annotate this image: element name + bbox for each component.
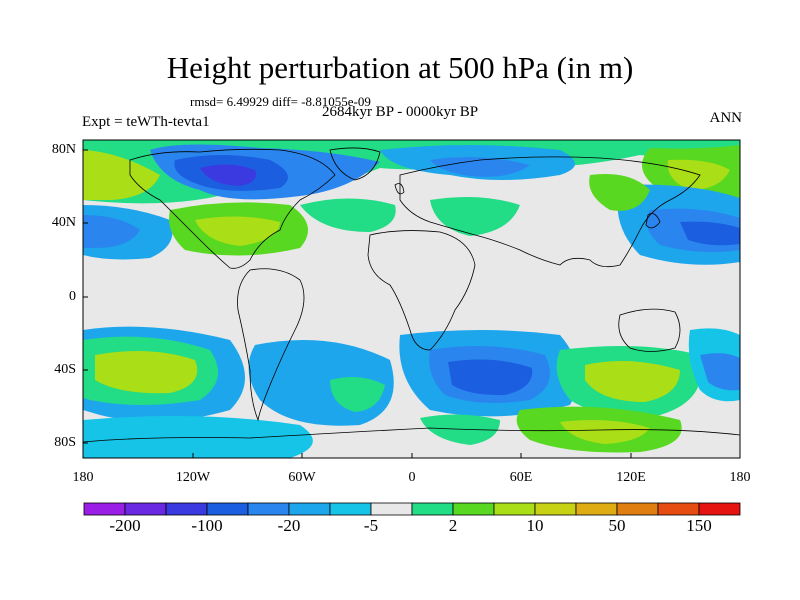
antarctica-outline — [83, 427, 740, 443]
lon-label-60w: 60W — [288, 470, 316, 485]
field-patch — [430, 196, 520, 236]
field-patch — [83, 416, 313, 458]
lat-label-40s: 40S — [54, 362, 76, 377]
field-patch — [585, 361, 680, 402]
field-patch — [300, 198, 396, 232]
colorbar-label: 10 — [526, 516, 544, 535]
australia-outline — [618, 308, 681, 352]
field-patch — [700, 353, 740, 391]
lon-label-180w: 180 — [72, 470, 94, 485]
colorbar-box — [534, 502, 577, 516]
colorbar-box — [411, 502, 454, 516]
colorbar-box — [247, 502, 290, 516]
british-isles-outline — [394, 183, 405, 195]
lon-label-0: 0 — [408, 470, 416, 485]
colorbar-label: -100 — [191, 516, 223, 535]
field-patch — [589, 174, 650, 211]
lon-label-120e: 120E — [616, 470, 646, 485]
colorbar-box — [616, 502, 659, 516]
season-label: ANN — [709, 110, 743, 126]
greenland-outline — [329, 147, 381, 181]
colorbar-box — [288, 502, 331, 516]
experiment-label: Expt = teWTh-tevta1 — [82, 114, 210, 130]
continent-outlines — [83, 147, 740, 443]
colorbar-box — [575, 502, 618, 516]
field-patch — [420, 414, 500, 445]
field-patch — [448, 359, 533, 396]
field-patch — [680, 221, 740, 246]
north-america-outline — [129, 148, 336, 269]
colorbar-box — [370, 502, 413, 516]
japan-outline — [645, 213, 661, 229]
colorbar-label: -5 — [363, 516, 379, 535]
colorbar-box — [206, 502, 249, 516]
colorbar-box — [493, 502, 536, 516]
colorbar-box — [83, 502, 126, 516]
colorbar-label: -200 — [109, 516, 141, 535]
field-patch — [83, 215, 140, 248]
colorbar-box — [329, 502, 372, 516]
lat-label-80n: 80N — [51, 142, 76, 157]
colorbar-label: 2 — [448, 516, 458, 535]
time-period: 2684kyr BP - 0000kyr BP — [321, 104, 479, 120]
lon-label-60e: 60E — [509, 470, 533, 485]
eurasia-outline — [399, 156, 701, 268]
colorbar-box — [698, 502, 741, 516]
lon-label-180e: 180 — [729, 470, 751, 485]
colorbar-label: -20 — [277, 516, 301, 535]
lat-label-0: 0 — [69, 289, 76, 304]
colorbar-box — [124, 502, 167, 516]
field-patch — [200, 164, 256, 186]
field-patch — [195, 216, 280, 246]
africa-outline — [367, 230, 476, 351]
field-patch — [560, 420, 650, 444]
rmsd-stats: rmsd= 6.49929 diff= -8.81055e-09 — [190, 94, 371, 109]
field-patch — [95, 351, 198, 394]
plot-title: Height perturbation at 500 hPa (in m) — [166, 50, 634, 85]
colorbar-label: 150 — [686, 516, 712, 535]
colorbar-box — [657, 502, 700, 516]
colorbar-box — [165, 502, 208, 516]
lat-label-80s: 80S — [54, 435, 76, 450]
axis-ticks — [82, 149, 741, 458]
colorbar-label: 50 — [608, 516, 626, 535]
lat-label-40n: 40N — [51, 215, 76, 230]
field-patch — [430, 156, 530, 177]
south-america-outline — [237, 268, 305, 422]
colorbar-box — [452, 502, 495, 516]
field-patch — [330, 376, 385, 412]
lon-label-120w: 120W — [175, 470, 211, 485]
